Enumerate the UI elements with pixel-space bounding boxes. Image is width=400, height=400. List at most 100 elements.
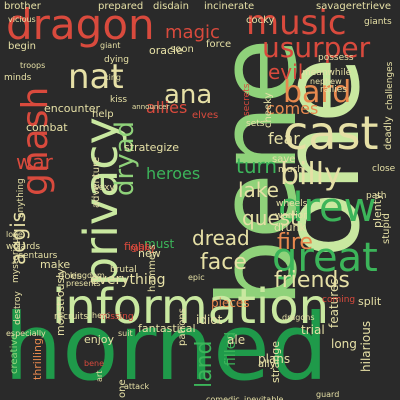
word-turn: turn [236,154,278,178]
word-fantastical: fantastical [138,322,196,335]
word-announcer: announcer [132,103,170,111]
word-trial: trial [301,323,325,337]
word-secrets: secrets [242,83,252,116]
word-does: does [58,271,82,282]
word-bard: bard [283,75,352,110]
word-wizards: wizards [6,242,41,252]
word-hilarious: hilarious [359,320,373,372]
word-quest: quest [242,206,298,230]
word-dread: dread [192,226,250,250]
word-destroy: destroy [13,291,23,325]
word-face: face [200,250,247,275]
word-save: save [272,154,296,165]
word-great: great [272,235,378,281]
word-combat: combat [26,121,68,134]
word-dryad: dryad [110,120,140,196]
word-possess: possess [318,53,354,63]
word-rallies: rallies [320,85,347,95]
word-love: love [6,230,23,239]
word-minds: minds [4,73,32,83]
word-giant: giant [100,41,121,50]
word-begin: begin [8,41,36,52]
word-fire: fire [277,230,313,255]
word-oracle: oracle [149,44,183,57]
word-elves: elves [192,110,219,121]
word-giants: giants [364,17,392,27]
word-hero: hero [92,311,110,320]
word-creative: creative [9,333,20,374]
word-missing: missing [99,312,134,322]
word-must: must [144,237,175,251]
word-much: much [278,165,304,175]
word-kingdom: kingdom [70,271,105,280]
word-many: many [130,244,156,254]
word-incinerate: incinerate [204,1,255,12]
word-everything: everything [90,272,166,288]
word-one: one [117,379,128,398]
word-patrons: patrons [177,308,188,346]
word-dragon: dragon [6,0,155,49]
word-cocky: cocky [246,15,275,26]
word-ana: ana [164,80,213,110]
word-bene: bene [84,359,104,368]
word-idiot: idiot [196,313,223,327]
word-fear: fear [268,129,300,148]
word-thrilling: thrilling [31,338,44,380]
word-war: war [16,150,53,174]
word-cheeky: cheeky [263,92,274,129]
word-mysterious: mysterious [11,233,21,283]
word-epic: epic [188,273,205,282]
word-encounter: encounter [44,102,101,115]
word-comes: comes [266,99,319,118]
word-meanwhile: meanwhile [302,68,352,78]
word-sexy: sexy [94,183,115,193]
word-drew: drew [278,185,377,231]
word-art: art [95,370,104,382]
word-cast: cast [283,106,379,160]
word-prepared: prepared [98,1,144,12]
word-magic: magic [165,22,220,43]
word-strategize: strategize [124,141,179,154]
word-anything: anything [16,178,26,218]
word-inevitable: inevitable [244,395,284,400]
word-nephew: nephew [310,77,342,86]
word-disdain: disdain [153,1,189,12]
word-comedic: comedic [206,395,240,400]
word-land: land [192,340,217,388]
word-ale: ale [227,333,246,347]
word-soon: soon [170,44,194,55]
word-friends: friends [274,268,350,293]
word-presents: presents [66,279,101,288]
word-help: help [92,109,114,120]
word-guard: guard [316,390,340,399]
word-brutal: brutal [110,265,137,275]
word-split: split [358,295,382,308]
word-fight: fight [124,240,150,253]
word-dying: dying [104,55,129,65]
word-usurper: usurper [262,31,371,64]
word-ally: ally [258,359,276,370]
word-wheels: wheels [276,199,308,209]
word-lake: lake [238,178,279,202]
word-king: king [104,73,122,82]
word-brother: brother [4,1,41,12]
word-plans: plans [258,352,291,366]
word-sets: sets [246,119,265,129]
word-especially: especially [6,329,46,338]
word-billy: billy [280,157,342,192]
word-challenges: challenges [385,61,395,110]
word-new: new [138,247,161,260]
word-pieces: pieces [211,296,250,310]
word-coming: coming [322,295,356,305]
word-retrieve: retrieve [352,1,392,12]
word-evil: evil [268,60,304,84]
word-suit: suit [118,329,133,338]
word-attack: attack [124,382,150,391]
word-enjoy: enjoy [84,333,115,346]
word-nat: nat [68,57,124,97]
word-kiss: kiss [110,95,128,105]
word-deadly: deadly [383,116,394,150]
word-dragons: dragons [282,313,315,322]
word-force: force [206,39,232,50]
